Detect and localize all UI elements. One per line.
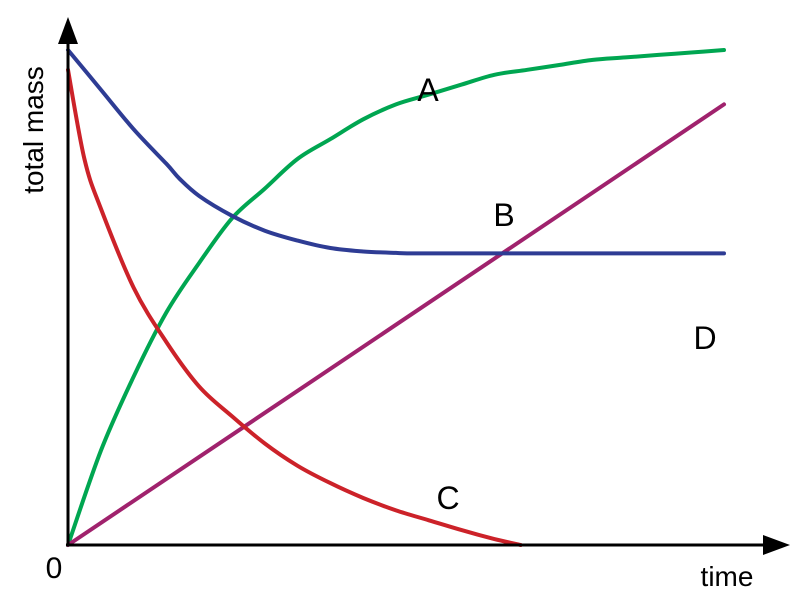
series-line-c xyxy=(66,67,523,547)
series-layer xyxy=(66,48,726,547)
series-label-c: C xyxy=(436,480,459,516)
y-axis-label: total mass xyxy=(18,66,49,194)
y-axis-arrowhead xyxy=(58,17,78,44)
series-label-d: D xyxy=(693,320,716,356)
series-line-d xyxy=(66,48,726,256)
series-line-a xyxy=(66,48,726,547)
series-line-b xyxy=(66,102,726,547)
series-label-b: B xyxy=(493,197,514,233)
series-label-a: A xyxy=(417,72,439,108)
axes xyxy=(58,17,790,555)
x-axis-label: time xyxy=(701,561,754,592)
x-axis-arrowhead xyxy=(763,535,790,555)
origin-label: 0 xyxy=(46,552,63,585)
